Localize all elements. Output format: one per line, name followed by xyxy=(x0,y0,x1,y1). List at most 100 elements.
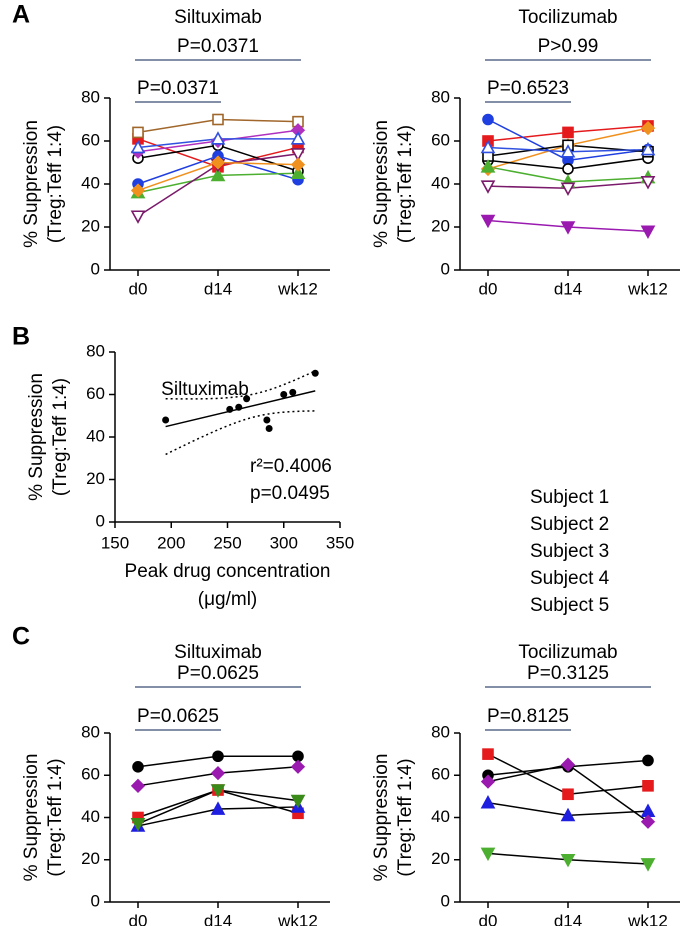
marker xyxy=(290,131,306,145)
chart-title: Siltuximab xyxy=(161,379,249,400)
marker xyxy=(560,221,576,235)
y-tick-label: 60 xyxy=(431,130,450,149)
y-tick-label: 0 xyxy=(91,891,100,910)
y-tick-label: 0 xyxy=(441,891,450,910)
chart-title: Tocilizumab xyxy=(518,7,617,28)
panel-label: C xyxy=(12,623,30,651)
marker xyxy=(130,139,146,154)
marker xyxy=(480,847,496,862)
y-tick-label: 80 xyxy=(431,87,450,106)
marker xyxy=(132,126,144,139)
y-tick-label: 80 xyxy=(81,87,100,106)
y-axis-label: (Treg:Teff 1:4) xyxy=(45,125,66,243)
marker xyxy=(480,159,496,173)
legend-entry: Subject 1 xyxy=(530,487,609,508)
x-tick-label: 150 xyxy=(101,533,129,552)
x-tick-label: 300 xyxy=(270,533,298,552)
x-axis-label: Peak drug concentration xyxy=(125,561,331,582)
legend-entry: Subject 5 xyxy=(530,595,609,616)
x-tick-label: d0 xyxy=(129,911,148,926)
y-axis-label: % Suppression xyxy=(371,754,392,882)
marker xyxy=(562,163,574,175)
y-axis-label: % Suppression xyxy=(21,754,42,882)
y-tick-label: 20 xyxy=(431,216,450,235)
marker xyxy=(480,774,496,789)
point xyxy=(235,403,243,411)
x-tick-label: 350 xyxy=(326,533,354,552)
p-value: P=0.6523 xyxy=(487,78,569,99)
y-tick-label: 80 xyxy=(86,341,105,360)
marker xyxy=(480,180,496,194)
marker xyxy=(130,818,146,832)
y-tick-label: 40 xyxy=(431,173,450,192)
y-tick-label: 40 xyxy=(81,807,100,826)
marker xyxy=(640,814,656,829)
legend-entry: Subject 4 xyxy=(530,568,610,589)
p-value: P=0.0371 xyxy=(177,36,259,57)
marker xyxy=(130,210,146,224)
x-tick-label: d14 xyxy=(204,279,232,298)
p-value: P=0.0625 xyxy=(137,706,219,727)
p-value: P=0.0371 xyxy=(137,78,219,99)
y-tick-label: 20 xyxy=(431,849,450,868)
y-axis-label: % Suppression xyxy=(371,120,392,248)
marker xyxy=(482,748,494,760)
marker xyxy=(212,750,224,763)
fit-statistic: p=0.0495 xyxy=(250,483,330,504)
y-tick-label: 60 xyxy=(81,130,100,149)
point xyxy=(280,391,288,398)
legend-entry: Subject 2 xyxy=(530,514,609,535)
y-axis-label: (Treg:Teff 1:4) xyxy=(50,378,71,496)
y-tick-label: 40 xyxy=(86,426,105,445)
marker xyxy=(560,757,576,772)
x-tick-label: d0 xyxy=(479,911,498,926)
marker xyxy=(290,157,306,172)
x-tick-label: d14 xyxy=(554,911,582,926)
p-value: P=0.0625 xyxy=(177,663,259,684)
x-tick-label: wk12 xyxy=(627,911,668,926)
point xyxy=(311,369,319,377)
marker xyxy=(130,183,146,198)
x-tick-label: d0 xyxy=(129,279,148,298)
y-axis-label: (Treg:Teff 1:4) xyxy=(395,758,416,876)
marker xyxy=(562,788,574,801)
marker xyxy=(290,759,306,774)
marker xyxy=(482,113,494,126)
y-tick-label: 80 xyxy=(431,722,450,741)
marker xyxy=(560,182,576,196)
marker xyxy=(642,780,654,792)
marker xyxy=(640,176,656,190)
y-tick-label: 40 xyxy=(431,807,450,826)
y-axis-label: (Treg:Teff 1:4) xyxy=(45,758,66,876)
marker xyxy=(640,858,656,872)
y-tick-label: 0 xyxy=(441,259,450,278)
marker xyxy=(130,778,146,793)
x-tick-label: d14 xyxy=(554,279,582,298)
confidence-band xyxy=(165,370,316,400)
point xyxy=(243,395,251,403)
y-tick-label: 0 xyxy=(91,259,100,278)
panel-label: B xyxy=(12,323,30,351)
legend-entry: Subject 3 xyxy=(530,541,609,562)
point xyxy=(263,416,271,424)
confidence-band xyxy=(165,410,316,456)
marker xyxy=(480,795,496,809)
marker xyxy=(132,760,144,773)
p-value: P>0.99 xyxy=(538,36,599,57)
marker xyxy=(290,148,306,162)
y-tick-label: 0 xyxy=(96,511,105,530)
marker xyxy=(640,225,656,239)
marker xyxy=(210,766,226,781)
y-tick-label: 60 xyxy=(431,765,450,784)
marker xyxy=(210,784,226,798)
x-tick-label: 200 xyxy=(157,533,185,552)
marker xyxy=(480,139,496,154)
marker xyxy=(210,155,226,170)
point xyxy=(289,388,297,396)
marker xyxy=(290,165,306,180)
chart-title: Siltuximab xyxy=(174,642,262,663)
y-tick-label: 20 xyxy=(81,216,100,235)
y-tick-label: 20 xyxy=(86,469,105,488)
y-axis-label: % Suppression xyxy=(21,120,42,248)
